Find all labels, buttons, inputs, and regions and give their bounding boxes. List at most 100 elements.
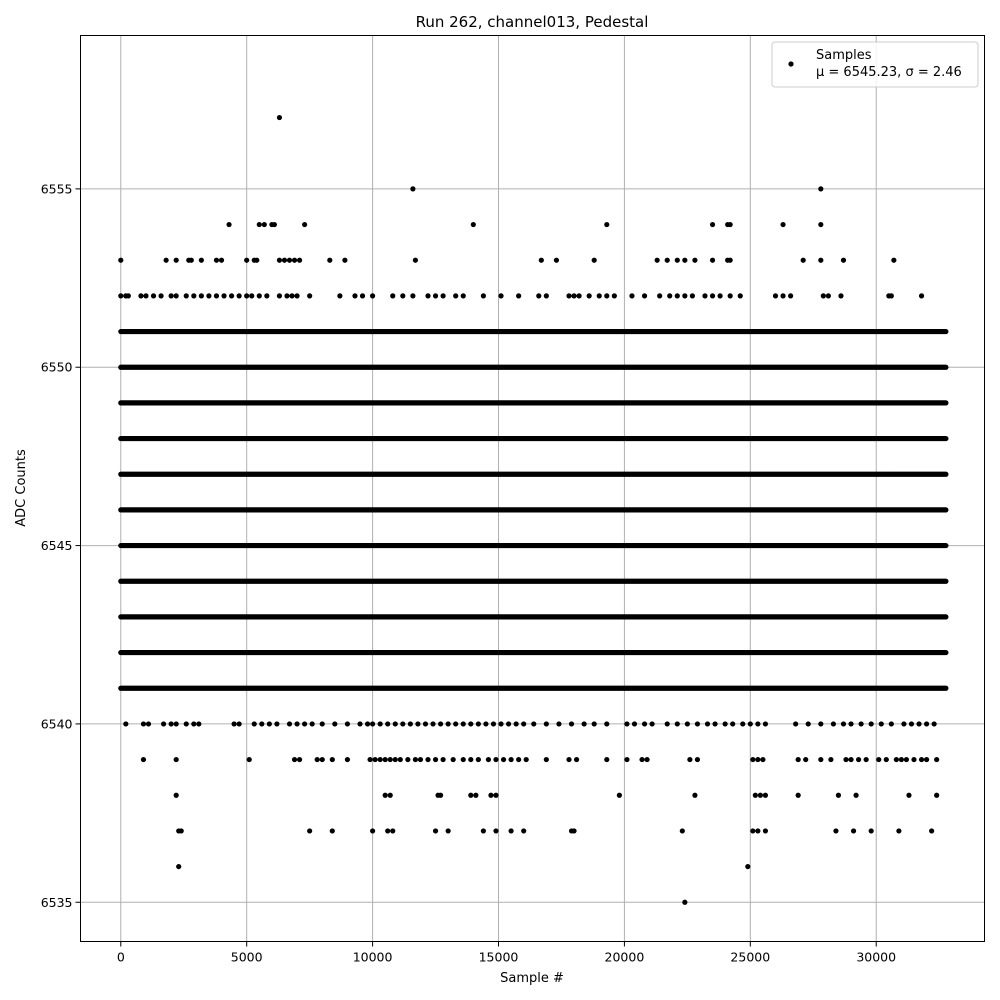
data-point xyxy=(244,257,250,263)
data-point xyxy=(641,721,648,727)
legend-stats: μ = 6545.23, σ = 2.46 xyxy=(816,65,962,80)
x-tick-label: 30000 xyxy=(856,950,896,965)
data-point xyxy=(604,293,610,299)
data-point xyxy=(118,257,124,263)
data-point xyxy=(689,293,695,299)
data-point xyxy=(480,828,486,834)
data-point xyxy=(206,293,212,299)
data-point xyxy=(307,828,313,834)
data-point xyxy=(342,257,348,263)
data-point xyxy=(123,721,129,727)
data-point xyxy=(440,293,446,299)
data-points xyxy=(118,114,949,905)
data-point xyxy=(543,756,549,763)
data-point xyxy=(352,293,358,299)
data-point xyxy=(631,721,638,727)
data-point xyxy=(410,186,416,192)
data-point xyxy=(372,756,378,763)
data-point xyxy=(508,756,514,763)
data-point xyxy=(213,293,220,299)
data-point xyxy=(493,792,499,798)
data-point xyxy=(392,756,398,763)
data-point xyxy=(838,293,844,299)
data-point xyxy=(639,756,645,763)
data-point xyxy=(755,756,761,763)
data-point xyxy=(692,257,698,263)
data-point xyxy=(382,792,388,798)
data-point xyxy=(357,721,363,727)
data-point xyxy=(543,293,549,299)
data-point xyxy=(820,293,826,299)
data-point xyxy=(344,756,351,763)
data-point xyxy=(868,721,874,727)
data-point xyxy=(198,257,204,263)
data-point xyxy=(573,756,580,763)
data-point xyxy=(682,257,688,263)
data-point xyxy=(385,828,391,834)
data-point xyxy=(264,293,270,299)
data-point xyxy=(521,721,527,727)
data-point xyxy=(568,721,575,727)
data-point xyxy=(793,721,799,727)
data-point xyxy=(437,792,444,798)
data-point xyxy=(425,293,431,299)
data-point xyxy=(370,293,376,299)
data-point xyxy=(344,721,351,727)
data-point xyxy=(498,293,504,299)
data-point xyxy=(407,721,413,727)
data-point xyxy=(516,756,522,763)
legend: Samples μ = 6545.23, σ = 2.46 xyxy=(771,41,979,88)
data-point xyxy=(473,792,479,798)
data-point xyxy=(490,721,497,727)
data-point xyxy=(818,721,824,727)
data-point xyxy=(591,257,597,263)
data-point xyxy=(173,721,179,727)
data-point xyxy=(516,293,522,299)
data-point xyxy=(730,721,736,727)
data-point xyxy=(302,721,308,727)
data-point xyxy=(508,828,514,834)
x-tick-label: 0 xyxy=(117,950,125,965)
data-point xyxy=(390,293,396,299)
data-point xyxy=(538,257,544,263)
data-point xyxy=(604,721,610,727)
data-point xyxy=(918,293,925,299)
legend-marker xyxy=(788,61,794,67)
data-point xyxy=(412,756,419,763)
data-point xyxy=(183,721,189,727)
data-point xyxy=(896,828,902,834)
data-point xyxy=(694,756,701,763)
data-point xyxy=(417,756,424,763)
data-point xyxy=(762,721,769,727)
data-point xyxy=(908,721,915,727)
data-point xyxy=(727,293,733,299)
x-tick-label: 25000 xyxy=(730,950,770,965)
data-point xyxy=(903,756,910,763)
data-point xyxy=(684,721,690,727)
data-point xyxy=(289,293,295,299)
data-point xyxy=(370,721,376,727)
data-point xyxy=(415,721,421,727)
data-point xyxy=(254,257,260,263)
y-tick-label: 6540 xyxy=(41,716,73,731)
data-point xyxy=(173,756,179,763)
legend-series-name: Samples xyxy=(816,48,872,63)
data-point xyxy=(835,792,842,798)
data-point xyxy=(843,756,849,763)
data-point xyxy=(367,756,373,763)
data-point xyxy=(470,221,476,228)
data-point xyxy=(294,721,300,727)
data-point xyxy=(138,293,144,299)
x-axis-label: Sample # xyxy=(500,971,564,986)
data-point xyxy=(674,721,680,727)
data-point xyxy=(747,721,753,727)
data-point xyxy=(923,756,930,763)
data-point xyxy=(664,721,670,727)
data-point xyxy=(183,293,189,299)
data-point xyxy=(581,721,587,727)
data-point xyxy=(332,721,338,727)
data-point xyxy=(803,756,809,763)
data-point xyxy=(364,721,371,727)
data-point xyxy=(475,756,481,763)
data-point xyxy=(475,721,481,727)
